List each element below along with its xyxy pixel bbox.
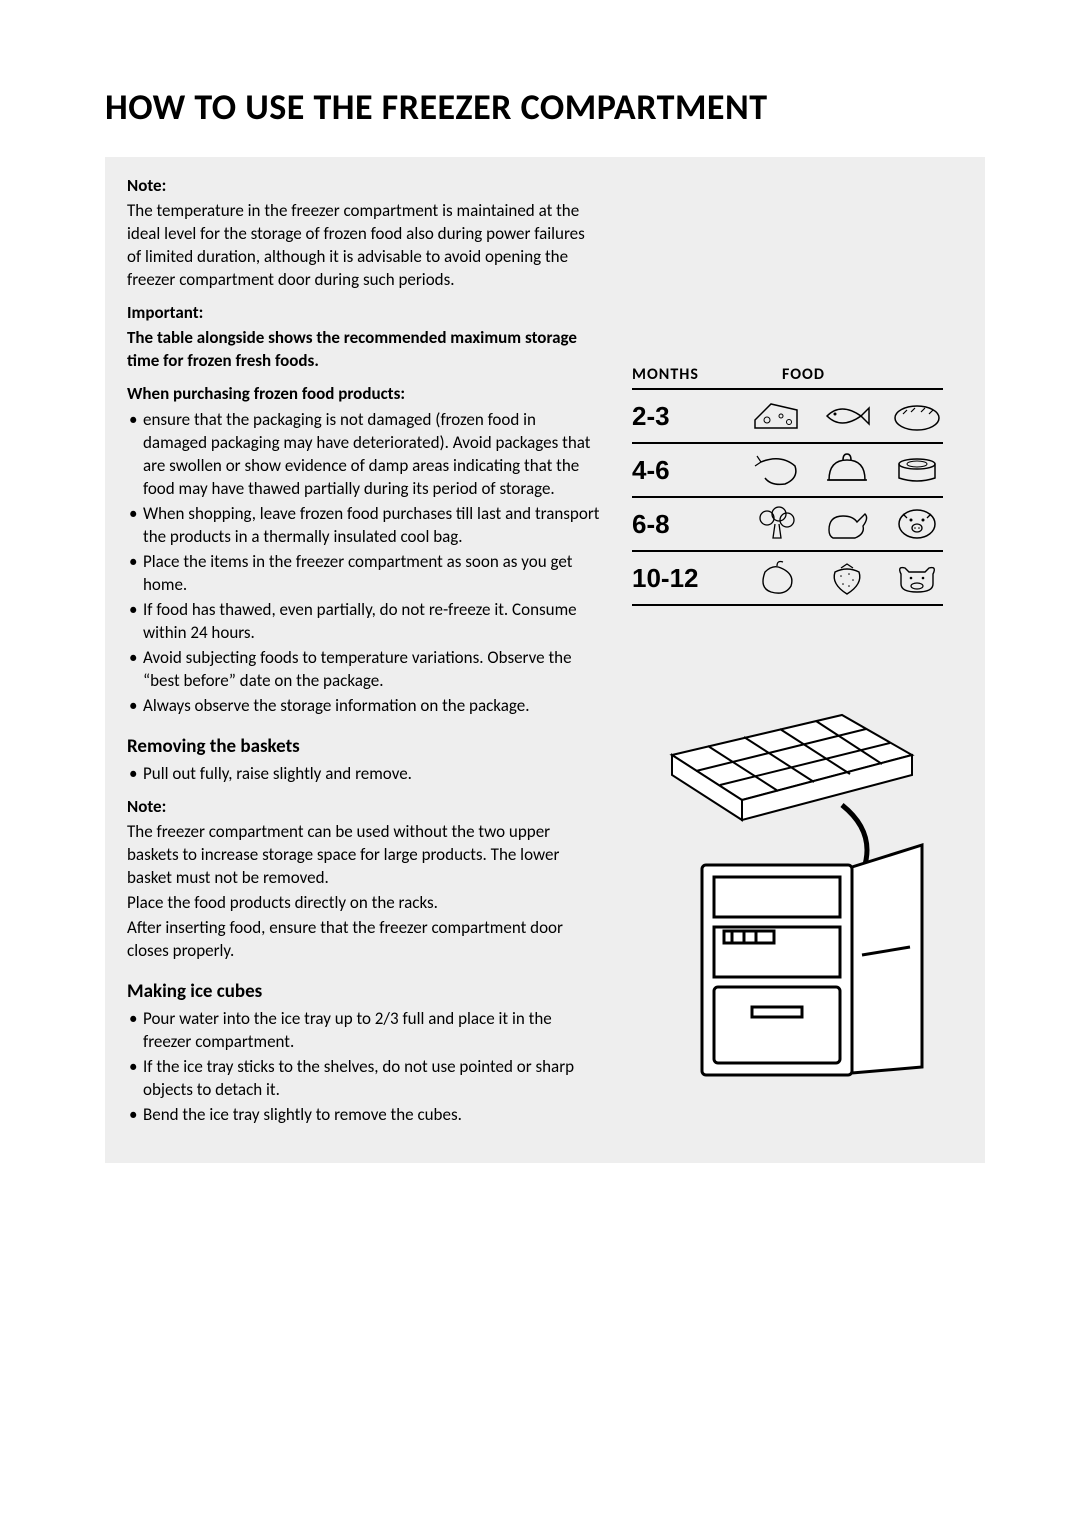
- note2-body1: The freezer compartment can be used with…: [127, 821, 602, 890]
- table-row: 10-12: [632, 552, 943, 606]
- list-item: If the ice tray sticks to the shelves, d…: [127, 1056, 602, 1102]
- cheese-icon: [751, 396, 803, 436]
- list-item: Place the items in the freezer compartme…: [127, 551, 602, 597]
- right-column: MONTHS FOOD 2-3 4-6: [632, 175, 963, 1133]
- pig-icon: [891, 504, 943, 544]
- months-cell: 4-6: [632, 455, 751, 486]
- table-row: 2-3: [632, 390, 943, 444]
- table-header-food: FOOD: [782, 365, 943, 384]
- bell-icon: [821, 450, 873, 490]
- table-row: 4-6: [632, 444, 943, 498]
- important-body: The table alongside shows the recommende…: [127, 327, 602, 373]
- bread-icon: [891, 396, 943, 436]
- freezer-illustration: [632, 695, 952, 1095]
- chicken-icon: [821, 504, 873, 544]
- ice-list: Pour water into the ice tray up to 2/3 f…: [127, 1008, 602, 1127]
- cow-icon: [891, 558, 943, 598]
- pepper-icon: [751, 558, 803, 598]
- list-item: When shopping, leave frozen food purchas…: [127, 503, 602, 549]
- list-item: Bend the ice tray slightly to remove the…: [127, 1104, 602, 1127]
- broccoli-icon: [751, 504, 803, 544]
- ice-head: Making ice cubes: [127, 979, 602, 1005]
- list-item: Pull out fully, raise slightly and remov…: [127, 763, 602, 786]
- left-column: Note: The temperature in the freezer com…: [127, 175, 602, 1133]
- list-item: If food has thawed, even partially, do n…: [127, 599, 602, 645]
- important-label: Important:: [127, 302, 203, 323]
- list-item: ensure that the packaging is not damaged…: [127, 409, 602, 501]
- baskets-list: Pull out fully, raise slightly and remov…: [127, 763, 602, 786]
- months-cell: 2-3: [632, 401, 751, 432]
- fish-icon: [821, 396, 873, 436]
- storage-table: MONTHS FOOD 2-3 4-6: [632, 365, 943, 606]
- purchasing-head: When purchasing frozen food products:: [127, 383, 602, 406]
- page-title: HOW TO USE THE FREEZER COMPARTMENT: [105, 85, 985, 129]
- note2-label: Note:: [127, 796, 166, 817]
- table-row: 6-8: [632, 498, 943, 552]
- note2-body2: Place the food products directly on the …: [127, 892, 602, 915]
- list-item: Always observe the storage information o…: [127, 695, 602, 718]
- purchasing-list: ensure that the packaging is not damaged…: [127, 409, 602, 717]
- list-item: Pour water into the ice tray up to 2/3 f…: [127, 1008, 602, 1054]
- shrimp-icon: [751, 450, 803, 490]
- strawberry-icon: [821, 558, 873, 598]
- note1-body: The temperature in the freezer compartme…: [127, 200, 602, 292]
- table-header-months: MONTHS: [632, 365, 782, 384]
- months-cell: 6-8: [632, 509, 751, 540]
- baskets-head: Removing the baskets: [127, 734, 602, 760]
- note2-body3: After inserting food, ensure that the fr…: [127, 917, 602, 963]
- cake-icon: [891, 450, 943, 490]
- months-cell: 10-12: [632, 563, 751, 594]
- list-item: Avoid subjecting foods to temperature va…: [127, 647, 602, 693]
- content-panel: Note: The temperature in the freezer com…: [105, 157, 985, 1163]
- note1-label: Note:: [127, 175, 166, 196]
